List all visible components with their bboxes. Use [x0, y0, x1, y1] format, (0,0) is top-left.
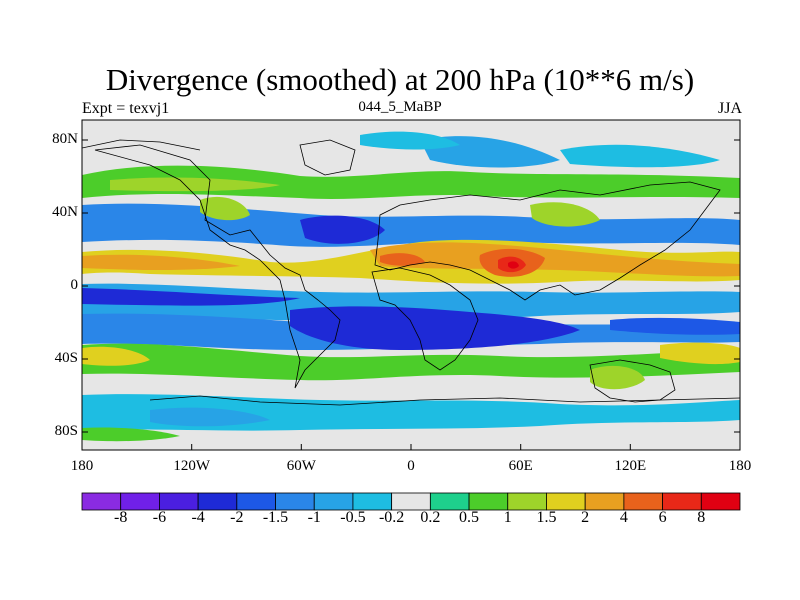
colorbar-swatch: [507, 492, 547, 511]
coastline: [94, 144, 341, 389]
field-patch: [82, 165, 740, 199]
field-patch: [508, 261, 519, 269]
field-patch: [560, 144, 720, 168]
field-patch: [82, 343, 740, 381]
colorbar-swatch: [662, 492, 702, 511]
colorbar-label: -1: [307, 509, 321, 526]
colorbar-label: 1: [503, 509, 512, 526]
run-id-label: 044_5_MaBP: [358, 99, 442, 115]
colorbar: [81, 492, 741, 511]
lon-label-60e: 60E: [508, 458, 533, 474]
colorbar-label: -8: [114, 509, 128, 526]
lon-label-60w: 60W: [286, 458, 316, 474]
lon-label-180e: 180: [728, 458, 752, 474]
lat-label-eq: 0: [70, 277, 79, 293]
coastline: [82, 139, 201, 151]
coastline: [589, 359, 676, 403]
colorbar-label: -0.5: [340, 509, 366, 526]
field-patch: [610, 317, 740, 335]
lon-label-120w: 120W: [173, 458, 211, 474]
field-patch: [590, 365, 645, 390]
colorbar-label: 8: [697, 509, 706, 526]
field-patch: [200, 196, 250, 221]
field-patch: [82, 254, 240, 270]
colorbar-swatch: [391, 492, 431, 511]
field-patch: [150, 407, 270, 427]
field-patch: [360, 131, 460, 150]
colorbar-label: 4: [619, 509, 628, 526]
field-patch: [82, 283, 740, 321]
colorbar-swatch: [313, 492, 354, 511]
colorbar-swatch: [81, 492, 122, 511]
colorbar-label: -4: [191, 509, 205, 526]
colorbar-swatch: [623, 492, 663, 511]
colorbar-swatch: [352, 492, 393, 511]
colorbar-label: -1.5: [262, 509, 289, 526]
season-label: JJA: [717, 100, 742, 117]
colorbar-label: -0.2: [378, 509, 405, 526]
colorbar-swatch: [159, 492, 199, 511]
coastline: [149, 395, 740, 406]
colorbar-swatch: [275, 492, 315, 511]
lat-label-40s: 40S: [54, 350, 78, 366]
field-patch: [82, 427, 180, 442]
colorbar-label: -6: [152, 509, 167, 526]
colorbar-label: 1.5: [536, 509, 557, 526]
lat-label-80n: 80N: [52, 131, 78, 147]
colorbar-swatch: [468, 492, 509, 511]
colorbar-swatch: [700, 492, 741, 511]
lon-label-0: 0: [407, 458, 415, 474]
field-patch: [82, 288, 300, 306]
colorbar-label: 2: [581, 509, 590, 526]
coastline: [371, 267, 479, 371]
colorbar-label: 6: [658, 509, 667, 526]
coastline: [374, 181, 721, 301]
coastline: [299, 139, 356, 176]
colorbar-swatch: [197, 492, 238, 511]
colorbar-swatch: [584, 492, 625, 511]
axis-ticks: [81, 139, 741, 450]
field-patch: [380, 253, 425, 266]
lon-label-180w: 180: [70, 458, 94, 474]
field-patch: [660, 342, 740, 365]
colorbar-swatch: [120, 492, 160, 511]
field-patch: [530, 202, 600, 227]
experiment-label: Expt = texvj1: [82, 100, 170, 117]
colorbar-swatch: [546, 492, 586, 511]
lat-label-40n: 40N: [52, 204, 78, 220]
colorbar-label: 0.5: [459, 509, 480, 526]
coastlines: [82, 139, 740, 406]
lat-label-80s: 80S: [54, 423, 78, 439]
field-patch: [82, 346, 150, 366]
colorbar-swatch: [429, 492, 470, 511]
map-title: Divergence (smoothed) at 200 hPa (10**6 …: [105, 62, 695, 97]
colorbar-swatch: [236, 492, 276, 511]
divergence-field: [82, 120, 740, 450]
field-patch: [290, 306, 580, 350]
colorbar-label: 0.2: [420, 509, 441, 526]
field-patch: [300, 215, 385, 244]
lon-label-120e: 120E: [614, 458, 647, 474]
colorbar-label: -2: [230, 509, 244, 526]
field-patch: [110, 177, 280, 192]
